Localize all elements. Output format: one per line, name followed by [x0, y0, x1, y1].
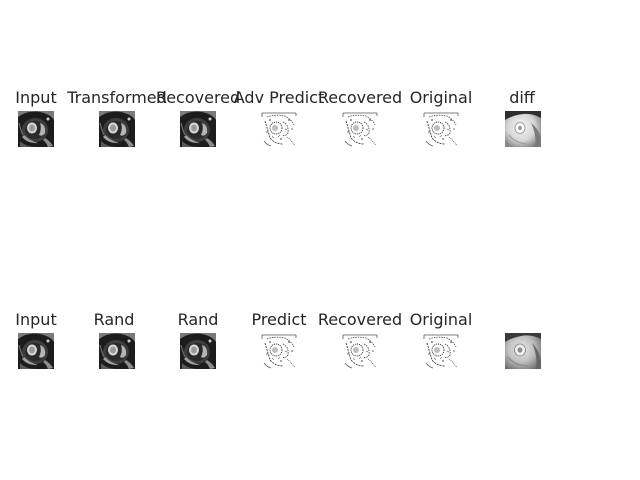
row2-title-predict: Predict	[251, 310, 307, 329]
row1-recovered-image	[180, 111, 216, 147]
row2-rand-image-1	[99, 333, 135, 369]
row2-title-rand-2: Rand	[177, 310, 219, 329]
row2-title-input: Input	[15, 310, 57, 329]
row1-title-recovered: Recovered	[155, 88, 241, 107]
row1-title-adv-predict: Adv Predict	[233, 88, 325, 107]
row2-original-mask	[423, 333, 459, 369]
row1-input-image	[18, 111, 54, 147]
row2-diff-image	[505, 333, 541, 369]
row1-title-diff: diff	[509, 88, 535, 107]
row1-title-input: Input	[15, 88, 57, 107]
row1-title-original: Original	[409, 88, 473, 107]
row1-recovered-mask	[342, 111, 378, 147]
row2-title-rand-1: Rand	[93, 310, 135, 329]
row2-predict-mask	[261, 333, 297, 369]
row1-transformed-image	[99, 111, 135, 147]
row2-rand-image-2	[180, 333, 216, 369]
row1-title-transformed: Transformed	[67, 88, 167, 107]
row2-title-original: Original	[409, 310, 473, 329]
row2-recovered-mask	[342, 333, 378, 369]
row1-adv-predict-mask	[261, 111, 297, 147]
row1-title-recovered-mask: Recovered	[317, 88, 403, 107]
row1-diff-image	[505, 111, 541, 147]
row2-input-image	[18, 333, 54, 369]
row1-original-mask	[423, 111, 459, 147]
row2-title-recovered: Recovered	[317, 310, 403, 329]
